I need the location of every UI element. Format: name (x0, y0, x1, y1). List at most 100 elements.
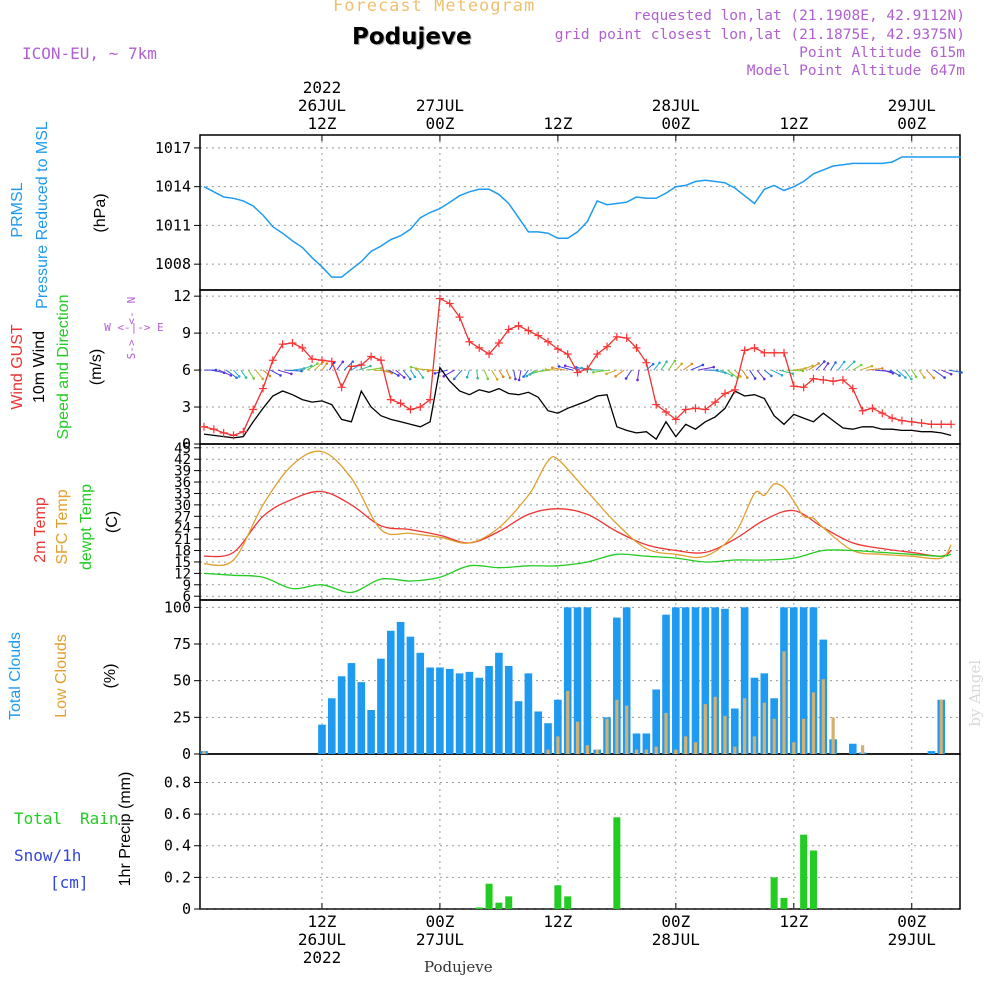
total-cloud-bar (396, 622, 405, 754)
rain-bar (780, 897, 788, 909)
gust-marker (347, 362, 356, 371)
wind-arrow-head (442, 374, 446, 378)
wind-arrow (852, 364, 862, 371)
gust-marker (357, 361, 366, 370)
wind-arrow (328, 362, 335, 371)
wind-arrow (749, 369, 756, 379)
wind-arrow (306, 363, 318, 371)
wind-arrow-head (651, 362, 655, 366)
bottom-time-label: 00Z (661, 912, 690, 931)
wind-arrow-head (842, 360, 846, 364)
y-tick-label: 15 (174, 555, 191, 571)
y-tick-label: 1017 (155, 139, 191, 157)
wind-arrow-head (235, 376, 238, 380)
wind-arrow (211, 369, 225, 374)
wind-arrow (637, 370, 640, 381)
y-tick-label: 12 (174, 566, 191, 582)
y-tick-label: 27 (174, 509, 191, 525)
wind-arrow (741, 369, 748, 378)
wind-arrow-head (605, 372, 608, 376)
rain-label: Rain (80, 809, 119, 828)
bottom-time-label: 2022 (303, 948, 342, 967)
rain-bar (485, 883, 493, 909)
low-cloud-bar (802, 718, 806, 754)
gust-marker (701, 405, 710, 414)
low-cloud-bar (605, 718, 609, 754)
wind-arrow (416, 368, 433, 371)
y-tick-label: 100 (164, 598, 191, 616)
wind-arrow (719, 369, 733, 377)
gust-marker (504, 325, 513, 334)
wind-arrow (660, 361, 667, 371)
total-cloud-bar (740, 607, 749, 754)
wind-arrow (552, 367, 566, 371)
top-time-label: 00Z (425, 114, 454, 133)
gust-marker (711, 398, 720, 407)
panel-frame-temp (199, 443, 961, 601)
gust-marker (642, 358, 651, 367)
top-time-label: 00Z (661, 114, 690, 133)
wind-arrow-head (514, 377, 517, 381)
y-tick-label: 45 (174, 441, 191, 457)
gust-marker (337, 383, 346, 392)
wind-arrow-head (557, 365, 561, 368)
gust-marker (681, 405, 690, 414)
wind-arrow-head (730, 374, 734, 377)
wind-arrow-head (770, 374, 773, 378)
total-cloud-bar (613, 617, 621, 754)
grid-point-coords: grid point closest lon,lat (21.1875E, 42… (554, 27, 965, 43)
gust-marker (848, 384, 857, 393)
y-tick-label: 36 (174, 475, 191, 491)
total-cloud-bar (436, 667, 444, 754)
total-cloud-bar (662, 614, 670, 754)
wind-arrow (697, 366, 714, 371)
wind-arrow (453, 369, 463, 380)
gust-marker (750, 343, 759, 352)
compass-s: S (125, 353, 138, 360)
wind-arrow-head (341, 360, 345, 364)
gust-marker (524, 326, 533, 335)
wind-arrow-head (544, 368, 548, 371)
wind-arrow-head (300, 369, 303, 373)
y-tick-label: 30 (174, 498, 191, 514)
gust-marker (249, 405, 258, 414)
precip-unit: 1hr Precip (mm) (117, 772, 134, 887)
gust-marker (907, 417, 916, 426)
wind-arrow-head (268, 374, 272, 378)
rain-bar (809, 850, 817, 909)
gust-marker (485, 350, 494, 359)
point-altitude: Point Altitude 615m (799, 45, 965, 61)
wind-arrow-head (452, 377, 456, 381)
low-cloud-bar (595, 749, 599, 754)
wind-dir-label: Speed and Direction (55, 295, 72, 440)
total-cloud-bar (563, 607, 572, 754)
total-cloud-bar (367, 710, 375, 754)
low-cloud-bar (202, 751, 206, 754)
wind-arrow-head (261, 377, 265, 381)
wind-arrow-head (508, 376, 512, 380)
rain-bar (475, 907, 483, 909)
wind-gust-label: Wind GUST (9, 324, 26, 410)
wind-arrow (734, 369, 741, 377)
wind-arrow (727, 369, 738, 379)
gust-marker (475, 343, 484, 352)
wind-arrow-head (476, 376, 479, 380)
gust-marker (878, 409, 887, 418)
temp2m-line (203, 490, 952, 558)
rain-bar (564, 896, 572, 909)
low-cloud-bar (566, 690, 570, 754)
wind-arrow (712, 369, 726, 374)
total-cloud-bar (799, 607, 808, 754)
wind-arrow-head (791, 372, 795, 375)
gust-marker (465, 337, 474, 346)
wind-arrow (247, 369, 255, 379)
y-tick-label: 75 (173, 635, 191, 653)
wind-arrow (505, 369, 511, 379)
wind-arrow (837, 361, 845, 371)
gust-marker (603, 342, 612, 351)
gust-marker (917, 419, 926, 428)
footer-location: Podujeve (424, 958, 493, 976)
low-cloud-bar (792, 742, 796, 754)
gust-marker (367, 352, 376, 361)
wind-arrow (476, 370, 479, 379)
